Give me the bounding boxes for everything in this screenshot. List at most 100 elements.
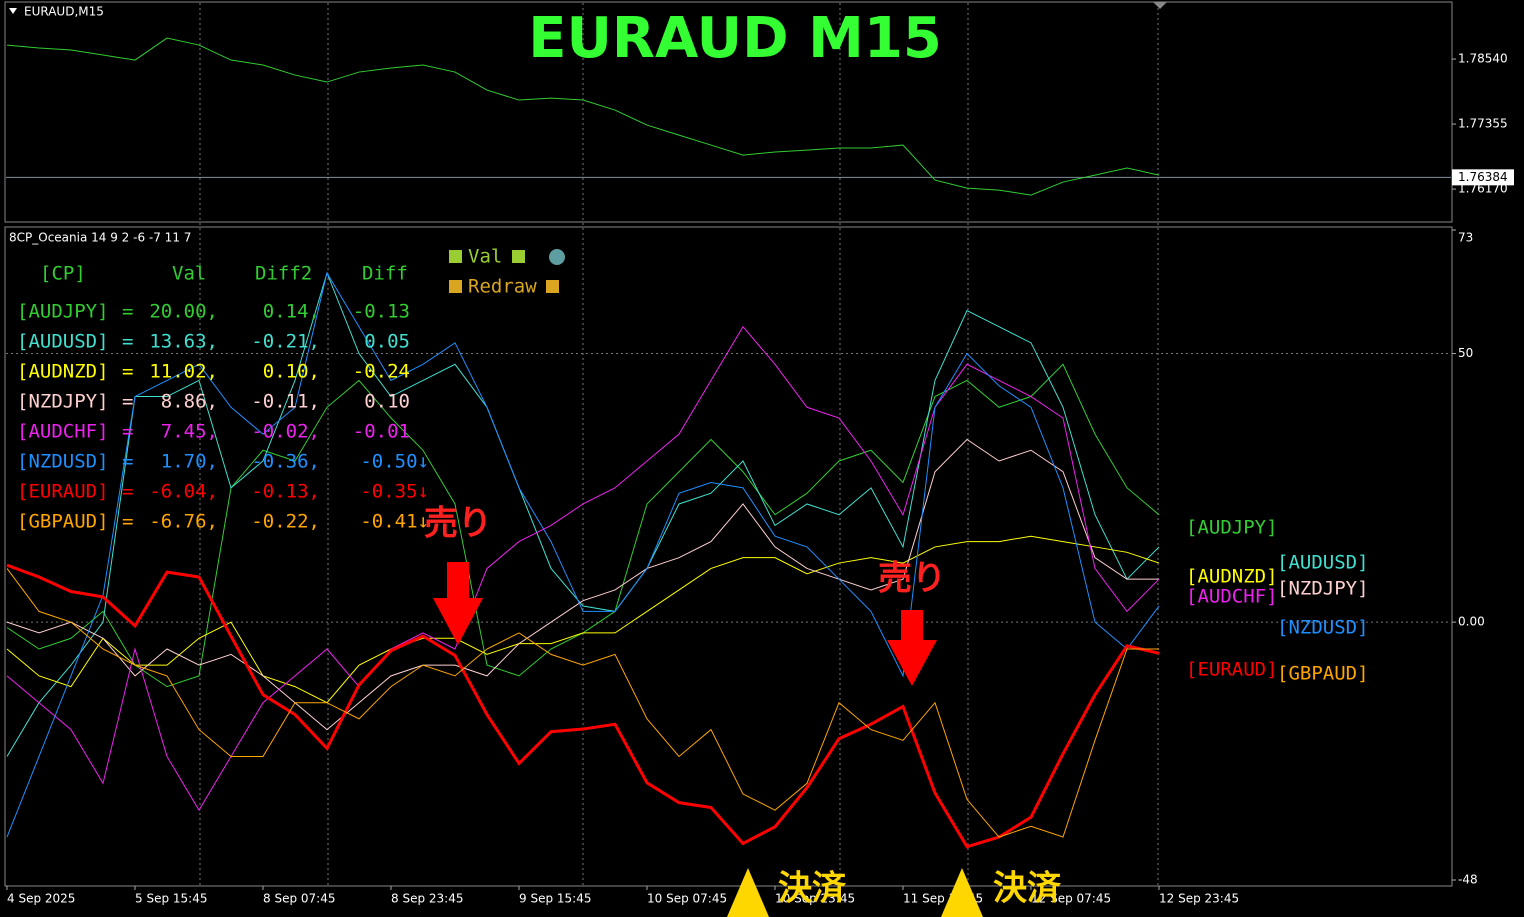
settle-arrow: [941, 868, 983, 917]
shift-marker: [1153, 2, 1167, 9]
series-line: [6, 325, 1160, 812]
series-label: [AUDJPY]: [1186, 517, 1278, 539]
x-tick-label: 12 Sep 23:45: [1159, 892, 1239, 906]
menu-triangle: [9, 8, 17, 14]
table-cell: -0.41↓: [360, 511, 429, 533]
table-cell: -0.35↓: [360, 481, 429, 503]
table-cell: -0.36,: [251, 451, 320, 473]
sell-arrow: [433, 562, 483, 645]
indicator-label: 8CP_Oceania 14 9 2 -6 -7 11 7: [9, 231, 191, 245]
series-line: [6, 568, 1159, 838]
table-cell: 0.14,: [263, 301, 320, 323]
table-header: [CP]: [40, 263, 86, 285]
table-cell: 1.70,: [161, 451, 218, 473]
table-cell: -0.21,: [251, 331, 320, 353]
chart-heading: EURAUD M15: [528, 6, 942, 71]
y-tick-label: 50: [1458, 346, 1473, 360]
series-line: [6, 563, 1160, 849]
table-cell: -6.04,: [149, 481, 218, 503]
table-cell: =: [122, 301, 133, 323]
series-line: [6, 271, 1160, 757]
series-line: [6, 535, 1160, 704]
legend-circle: [549, 249, 565, 265]
y-tick-label: 0.00: [1458, 615, 1485, 629]
indicator-legend-label: Redraw: [468, 276, 537, 298]
table-cell: =: [122, 511, 133, 533]
annotation: 売り: [878, 559, 946, 599]
series-label: [GBPAUD]: [1277, 663, 1369, 685]
legend-square: [449, 280, 462, 293]
series-label: [AUDCHF]: [1186, 586, 1278, 608]
table-cell: 0.10: [364, 391, 410, 413]
series-label: [NZDJPY]: [1277, 578, 1369, 600]
table-cell: [AUDJPY]: [17, 301, 109, 323]
series-line: [6, 271, 1160, 838]
x-tick-label: 8 Sep 07:45: [263, 892, 335, 906]
y-tick-label: -48: [1458, 873, 1478, 887]
series-label: [EURAUD]: [1186, 659, 1278, 681]
table-cell: -0.22,: [251, 511, 320, 533]
table-cell: -0.13: [353, 301, 410, 323]
y-tick-label: 73: [1458, 231, 1473, 245]
legend-square: [449, 250, 462, 263]
series-label: [AUDNZD]: [1186, 566, 1278, 588]
sell-arrow: [887, 610, 937, 686]
table-cell: =: [122, 451, 133, 473]
table-header: Diff2: [255, 263, 312, 285]
x-tick-label: 4 Sep 2025: [7, 892, 75, 906]
annotation: 売り: [424, 504, 492, 544]
indicator-panel: [4, 226, 1453, 887]
table-cell: [EURAUD]: [17, 481, 109, 503]
table-cell: [NZDUSD]: [17, 451, 109, 473]
x-tick-label: 10 Sep 23:45: [775, 892, 855, 906]
table-cell: -0.50↓: [360, 451, 429, 473]
legend-square: [546, 280, 559, 293]
table-cell: -0.13,: [251, 481, 320, 503]
x-tick-label: 8 Sep 23:45: [391, 892, 463, 906]
x-tick-label: 9 Sep 15:45: [519, 892, 591, 906]
plot-layer: 1.785401.773551.761701.7638473500.00-484…: [6, 37, 1514, 909]
indicator-legend-label: Val: [468, 246, 502, 268]
series-label: [NZDUSD]: [1277, 617, 1369, 639]
price-panel: [4, 1, 1453, 223]
legend-square: [512, 250, 525, 263]
table-cell: 0.10,: [263, 361, 320, 383]
table-cell: [GBPAUD]: [17, 511, 109, 533]
annotation: 決済: [993, 869, 1062, 909]
series-label: [AUDUSD]: [1277, 552, 1369, 574]
table-cell: -6.76,: [149, 511, 218, 533]
table-header: Val: [172, 263, 206, 285]
table-cell: 7.45,: [161, 421, 218, 443]
table-cell: 20.00,: [149, 301, 218, 323]
table-cell: =: [122, 391, 133, 413]
table-cell: 8.86,: [161, 391, 218, 413]
x-tick-label: 12 Sep 07:45: [1031, 892, 1111, 906]
table-cell: =: [122, 331, 133, 353]
x-tick-label: 10 Sep 07:45: [647, 892, 727, 906]
series-line: [6, 438, 1159, 731]
table-cell: -0.24: [353, 361, 410, 383]
table-cell: 13.63,: [149, 331, 218, 353]
settle-arrow: [727, 868, 769, 917]
current-price-label: 1.76384: [1458, 170, 1508, 184]
x-tick-label: 5 Sep 15:45: [135, 892, 207, 906]
table-cell: =: [122, 361, 133, 383]
table-header: Diff: [362, 263, 408, 285]
table-cell: 0.05: [364, 331, 410, 353]
table-cell: [AUDUSD]: [17, 331, 109, 353]
series-line: [6, 37, 1160, 196]
current-price-box: [1452, 169, 1514, 186]
symbol-label: EURAUD,M15: [24, 5, 104, 19]
table-cell: 11.02,: [149, 361, 218, 383]
table-cell: -0.01: [353, 421, 410, 443]
y-tick-label: 1.78540: [1458, 52, 1508, 66]
annotation: 決済: [778, 869, 847, 909]
table-cell: [NZDJPY]: [17, 391, 109, 413]
table-cell: =: [122, 481, 133, 503]
y-tick-label: 1.77355: [1458, 117, 1508, 131]
table-cell: -0.11,: [251, 391, 320, 413]
table-cell: [AUDCHF]: [17, 421, 109, 443]
table-cell: -0.02,: [251, 421, 320, 443]
table-cell: [AUDNZD]: [17, 361, 109, 383]
